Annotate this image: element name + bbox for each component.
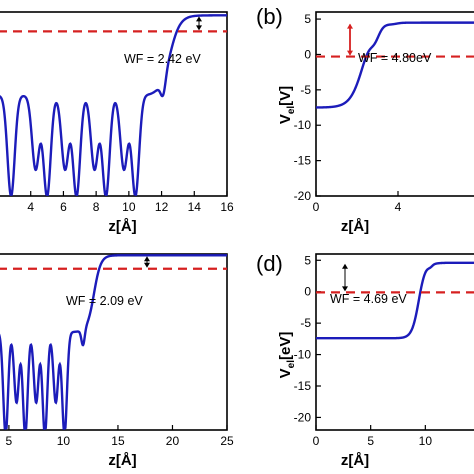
plot-frame — [0, 11, 228, 197]
wf-arrow-head-up — [342, 263, 348, 269]
y-tick-label: -10 — [294, 118, 312, 132]
x-tick-label: 4 — [27, 200, 34, 214]
wf-arrow-head-down — [144, 262, 150, 268]
panel-label: (d) — [256, 251, 283, 276]
panel-1: 04850-5-10-15-20z[Å]Vel[V](b)WF = 4.80eV — [256, 4, 474, 235]
y-tick-label: -20 — [294, 410, 312, 424]
x-tick-label: 6 — [60, 200, 67, 214]
wf-arrow-head-up — [196, 16, 202, 22]
y-tick-label: -10 — [294, 348, 312, 362]
wf-arrow-head-up — [144, 256, 150, 262]
y-axis-label: Vel[eV] — [277, 332, 297, 379]
x-tick-label: 0 — [313, 200, 320, 214]
y-tick-label: -15 — [294, 379, 312, 393]
x-axis-label: z[Å] — [108, 452, 136, 469]
panel-label: (b) — [256, 4, 283, 29]
plot-frame — [315, 11, 474, 197]
potential-line — [316, 261, 474, 340]
x-axis-label: z[Å] — [341, 452, 369, 469]
panel-2: 5 10 15 20 25 z[Å] WF = 2.09 eV — [0, 253, 234, 469]
panel-3: 05101550-5-10-15-20z[Å]Vel[eV](d)WF = 4.… — [256, 251, 474, 469]
y-tick-label: 5 — [304, 12, 311, 26]
wf-annotation: WF = 4.80eV — [358, 51, 432, 65]
x-tick-label: 15 — [111, 434, 125, 448]
x-tick-label: 5 — [6, 434, 13, 448]
x-tick-label: 10 — [122, 200, 136, 214]
wf-arrow-head-down — [196, 25, 202, 31]
x-tick-label: 12 — [155, 200, 169, 214]
wf-annotation: WF = 4.69 eV — [330, 292, 407, 306]
y-tick-label: 0 — [304, 47, 311, 61]
x-tick-label: 20 — [166, 434, 180, 448]
wf-arrow-head-down — [347, 50, 353, 56]
y-tick-label: 0 — [304, 285, 311, 299]
x-tick-label: 25 — [220, 434, 234, 448]
plot-frame — [315, 253, 474, 431]
plot-frame — [0, 253, 228, 431]
x-tick-label: 5 — [367, 434, 374, 448]
wf-arrow-head-up — [347, 23, 353, 29]
x-tick-label: 14 — [188, 200, 202, 214]
potential-line — [0, 254, 227, 430]
x-tick-label: 10 — [419, 434, 433, 448]
y-tick-label: -5 — [300, 316, 311, 330]
wf-annotation: WF = 2.42 eV — [124, 52, 201, 66]
y-tick-label: -5 — [300, 83, 311, 97]
y-axis-label: Vel[V] — [277, 86, 297, 124]
x-axis-label: z[Å] — [341, 218, 369, 235]
x-tick-label: 4 — [395, 200, 402, 214]
x-axis-label: z[Å] — [108, 218, 136, 235]
y-tick-label: -15 — [294, 154, 312, 168]
y-tick-label: 5 — [304, 253, 311, 267]
panel-0: 4 6 8 10 12 14 16 z[Å] WF = 2.42 eV — [0, 11, 234, 235]
wf-arrow-head-down — [342, 286, 348, 292]
x-tick-label: 8 — [93, 200, 100, 214]
x-tick-label: 16 — [220, 200, 234, 214]
y-tick-label: -20 — [294, 189, 312, 203]
potential-line — [316, 21, 474, 109]
x-tick-label: 10 — [57, 434, 71, 448]
potential-line — [0, 14, 227, 196]
x-tick-label: 0 — [313, 434, 320, 448]
wf-annotation: WF = 2.09 eV — [66, 294, 143, 308]
